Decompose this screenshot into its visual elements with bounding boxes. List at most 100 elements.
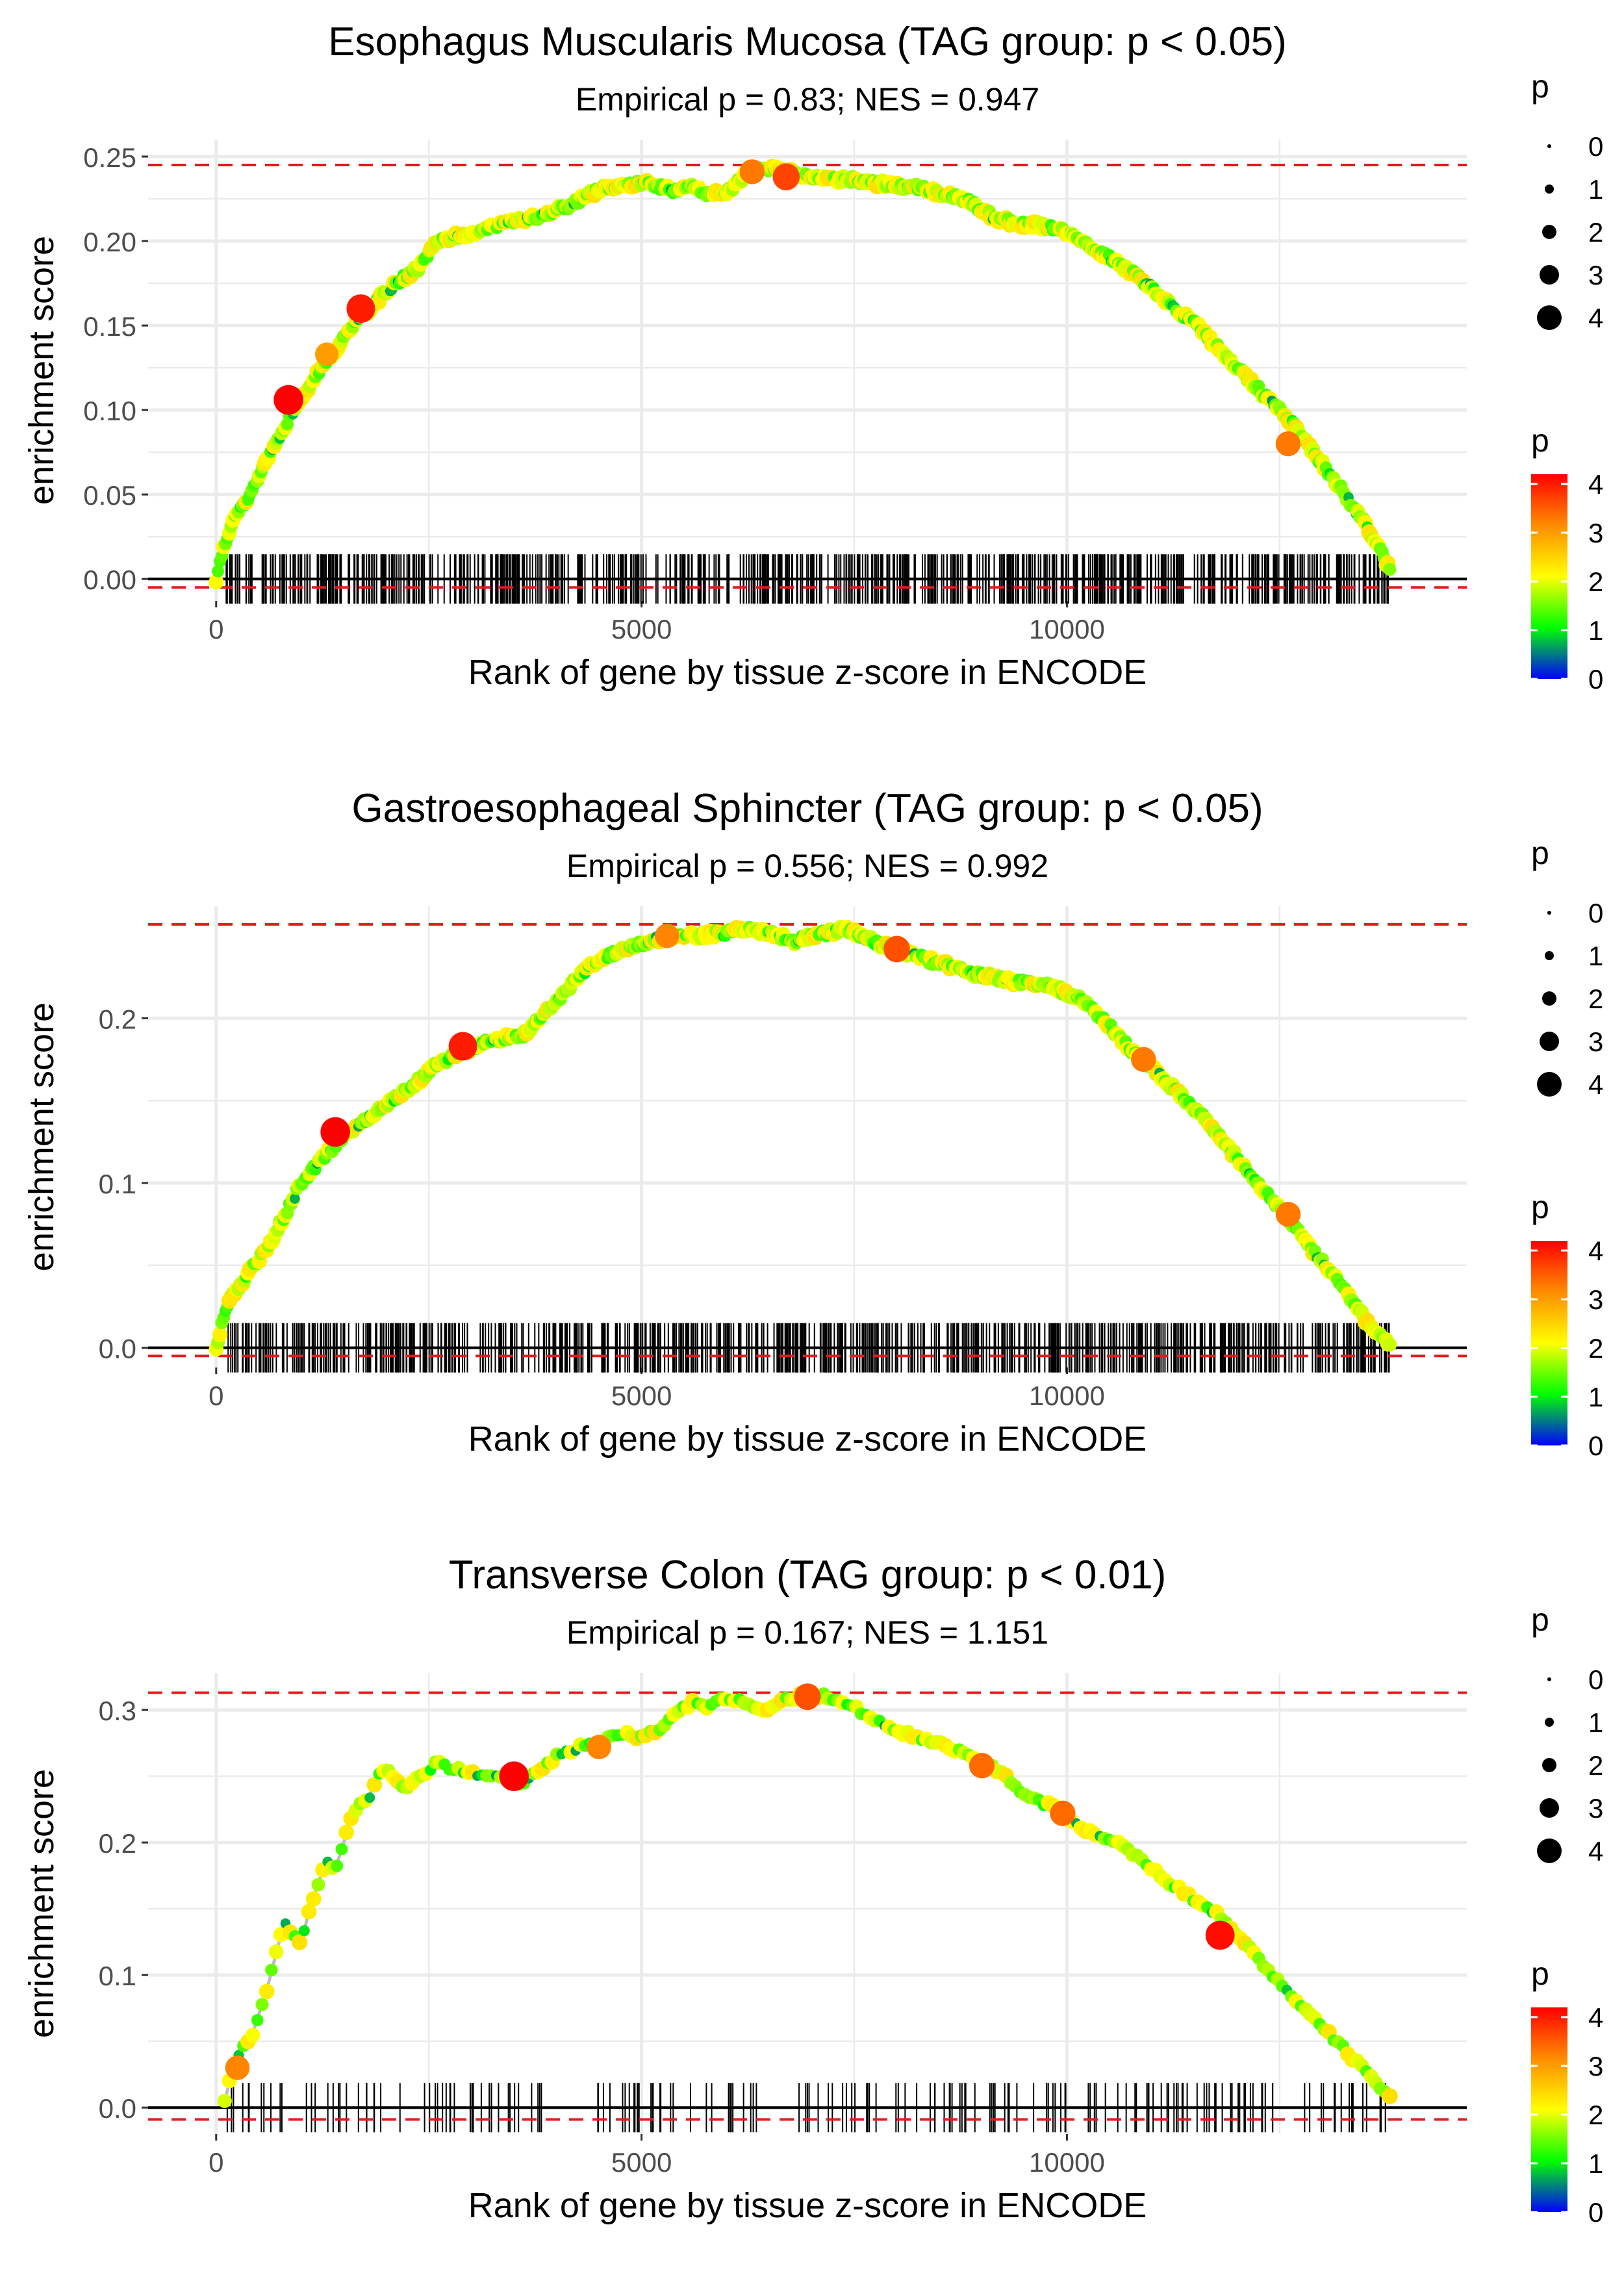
- size-legend-dot: [1540, 265, 1559, 285]
- chart-subtitle: Empirical p = 0.556; NES = 0.992: [566, 848, 1048, 884]
- highlight-point: [772, 163, 800, 191]
- size-legend-title: p: [1531, 835, 1549, 871]
- highlight-point: [499, 1761, 529, 1791]
- colorbar-label: 1: [1588, 615, 1603, 646]
- chart-title: Esophagus Muscularis Mucosa (TAG group: …: [328, 19, 1287, 64]
- size-legend-label: 3: [1588, 1793, 1603, 1824]
- enrichment-points: [209, 919, 1397, 1357]
- x-axis-label: Rank of gene by tissue z-score in ENCODE: [468, 2186, 1147, 2225]
- y-axis-label: enrichment score: [22, 236, 61, 505]
- y-tick-label: 0.1: [99, 1961, 136, 1991]
- y-axis-label: enrichment score: [22, 1002, 61, 1271]
- size-legend-label: 2: [1588, 217, 1603, 248]
- enrichment-point: [1383, 563, 1397, 576]
- enrichment-point: [291, 1934, 308, 1950]
- enrichment-point: [305, 1891, 322, 1907]
- size-legend-title: p: [1531, 1601, 1549, 1638]
- highlight-point: [969, 1753, 995, 1779]
- grid-lines: [148, 1673, 1467, 2134]
- enrichment-path: [214, 166, 1392, 579]
- size-legend: p 0 1 2 3 4: [1531, 835, 1603, 1100]
- color-legend-title: p: [1531, 1955, 1549, 1992]
- y-tick-label: 0.10: [83, 396, 136, 426]
- size-legend-dot: [1542, 991, 1556, 1006]
- size-legend-label: 1: [1588, 941, 1603, 971]
- colorbar-label: 0: [1588, 664, 1603, 694]
- colorbar-label: 3: [1588, 518, 1603, 548]
- chart-panel-2: Gastroesophageal Sphincter (TAG group: p…: [22, 786, 1603, 1461]
- enrichment-point: [217, 2093, 232, 2108]
- highlight-point: [225, 2055, 250, 2080]
- chart-panel-1: Esophagus Muscularis Mucosa (TAG group: …: [22, 19, 1603, 694]
- size-legend-dot: [1540, 1032, 1559, 1051]
- size-legend-label: 0: [1588, 1664, 1603, 1695]
- enrichment-point: [212, 565, 225, 578]
- x-tick-label: 0: [209, 614, 223, 644]
- size-legend-dot: [1542, 225, 1556, 239]
- size-legend-dot: [1537, 305, 1562, 330]
- x-axis-label: Rank of gene by tissue z-score in ENCODE: [468, 653, 1147, 692]
- y-tick-label: 0.05: [83, 480, 136, 511]
- x-tick-label: 0: [209, 2147, 223, 2178]
- colorbar-label: 4: [1588, 2002, 1603, 2033]
- size-legend-label: 2: [1588, 1750, 1603, 1781]
- colorbar: [1531, 2007, 1567, 2212]
- colorbar: [1531, 1241, 1567, 1445]
- colorbar-label: 1: [1588, 1382, 1603, 1412]
- size-legend-label: 0: [1588, 898, 1603, 928]
- colorbar-label: 3: [1588, 1284, 1603, 1315]
- enrichment-point: [209, 574, 224, 590]
- colorbar-label: 0: [1588, 2197, 1603, 2228]
- size-legend-dot: [1545, 951, 1554, 960]
- highlight-point: [273, 385, 303, 415]
- highlight-point: [883, 935, 910, 963]
- x-tick-label: 5000: [611, 614, 672, 644]
- enrichment-point: [301, 1903, 317, 1920]
- size-legend-dot: [1540, 1798, 1559, 1818]
- y-axis-label: enrichment score: [22, 1769, 61, 2038]
- highlight-point: [794, 1683, 821, 1711]
- enrichment-point: [366, 1777, 383, 1793]
- colorbar: [1531, 474, 1567, 679]
- colorbar-label: 3: [1588, 2051, 1603, 2081]
- enrichment-point: [1382, 1337, 1397, 1352]
- enrichment-point: [259, 1983, 275, 2000]
- highlight-point: [448, 1032, 477, 1061]
- color-legend: p 0 1 2 3 4: [1531, 1955, 1603, 2228]
- highlight-point: [1205, 1920, 1235, 1950]
- highlight-point: [320, 1117, 350, 1147]
- size-legend-title: p: [1531, 68, 1549, 105]
- enrichment-point: [268, 1944, 284, 1959]
- highlight-point: [346, 294, 375, 324]
- size-legend: p 0 1 2 3 4: [1531, 68, 1603, 333]
- size-legend-label: 1: [1588, 174, 1603, 205]
- highlight-point: [587, 1735, 611, 1760]
- y-tick-label: 0.00: [83, 565, 136, 595]
- enrichment-point: [311, 1877, 325, 1892]
- color-legend: p 0 1 2 3 4: [1531, 422, 1603, 694]
- size-legend-dot: [1537, 1072, 1562, 1097]
- color-legend-title: p: [1531, 1189, 1549, 1225]
- enrichment-point: [251, 2014, 264, 2026]
- chart-panel-3: Transverse Colon (TAG group: p < 0.01) Em…: [22, 1553, 1603, 2228]
- x-tick-label: 10000: [1029, 1380, 1105, 1411]
- enrichment-point: [335, 1843, 348, 1855]
- size-legend-dot: [1545, 184, 1554, 194]
- chart-subtitle: Empirical p = 0.83; NES = 0.947: [576, 81, 1039, 118]
- y-tick-label: 0.2: [99, 1004, 136, 1034]
- size-legend-label: 4: [1588, 1069, 1603, 1100]
- colorbar-label: 2: [1588, 1333, 1603, 1364]
- size-legend-label: 0: [1588, 131, 1603, 162]
- size-legend-label: 1: [1588, 1707, 1603, 1738]
- y-tick-label: 0.3: [99, 1696, 136, 1726]
- y-tick-label: 0.0: [99, 2093, 136, 2124]
- highlight-point: [1050, 1800, 1076, 1826]
- enrichment-point: [338, 1824, 355, 1840]
- chart-title: Transverse Colon (TAG group: p < 0.01): [449, 1553, 1166, 1597]
- colorbar-label: 1: [1588, 2148, 1603, 2179]
- y-tick-label: 0.2: [99, 1828, 136, 1859]
- chart-subtitle: Empirical p = 0.167; NES = 1.151: [566, 1614, 1048, 1651]
- highlight-point: [1131, 1047, 1156, 1073]
